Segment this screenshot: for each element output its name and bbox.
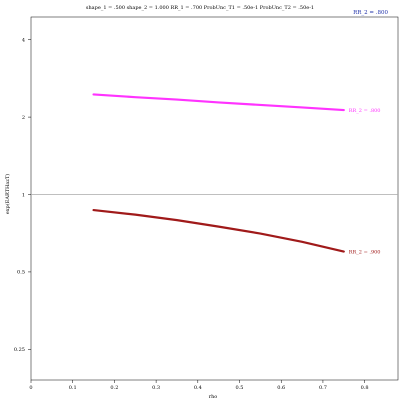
y-tick-label: 4 — [22, 37, 25, 43]
x-tick-label: 0 — [29, 385, 32, 391]
plot-frame — [30, 16, 399, 381]
x-tick-label: 0.3 — [152, 385, 160, 391]
legend-label: RR_2 = .800 — [353, 10, 388, 16]
series-lines — [92, 93, 345, 253]
x-tick-label: 0.1 — [69, 385, 77, 391]
y-tick-label: 2 — [22, 115, 25, 121]
x-tick-label: 0.7 — [319, 385, 327, 391]
y-tick-label: 1 — [22, 192, 25, 198]
series-label: RR_2 = .900 — [349, 249, 381, 255]
chart-title: shape_1 = .500 shape_2 = 1.000 RR_1 = .7… — [86, 5, 314, 11]
x-tick-label: 0.8 — [361, 385, 369, 391]
x-axis-label: rho — [209, 394, 218, 400]
series-label: RR_2 = .800 — [349, 108, 381, 114]
y-tick-label: 0.5 — [17, 270, 25, 276]
y-tick-label: 0.25 — [14, 347, 25, 353]
x-tick-label: 0.4 — [194, 385, 202, 391]
series-line — [92, 93, 345, 112]
x-tick-label: 0.6 — [277, 385, 285, 391]
series-line — [92, 208, 345, 253]
plot-area: 0 0.1 0.2 0.3 0.4 0.5 0.6 0.7 0.8 0.25 0.5 1 2 4 — [14, 16, 399, 391]
x-tick-label: 0.5 — [236, 385, 244, 391]
x-tick-label: 0.2 — [110, 385, 118, 391]
series-labels: RR_2 = .800 RR_2 = .900 — [349, 108, 381, 256]
y-axis-label: exp(EARTHazT) — [4, 174, 11, 215]
